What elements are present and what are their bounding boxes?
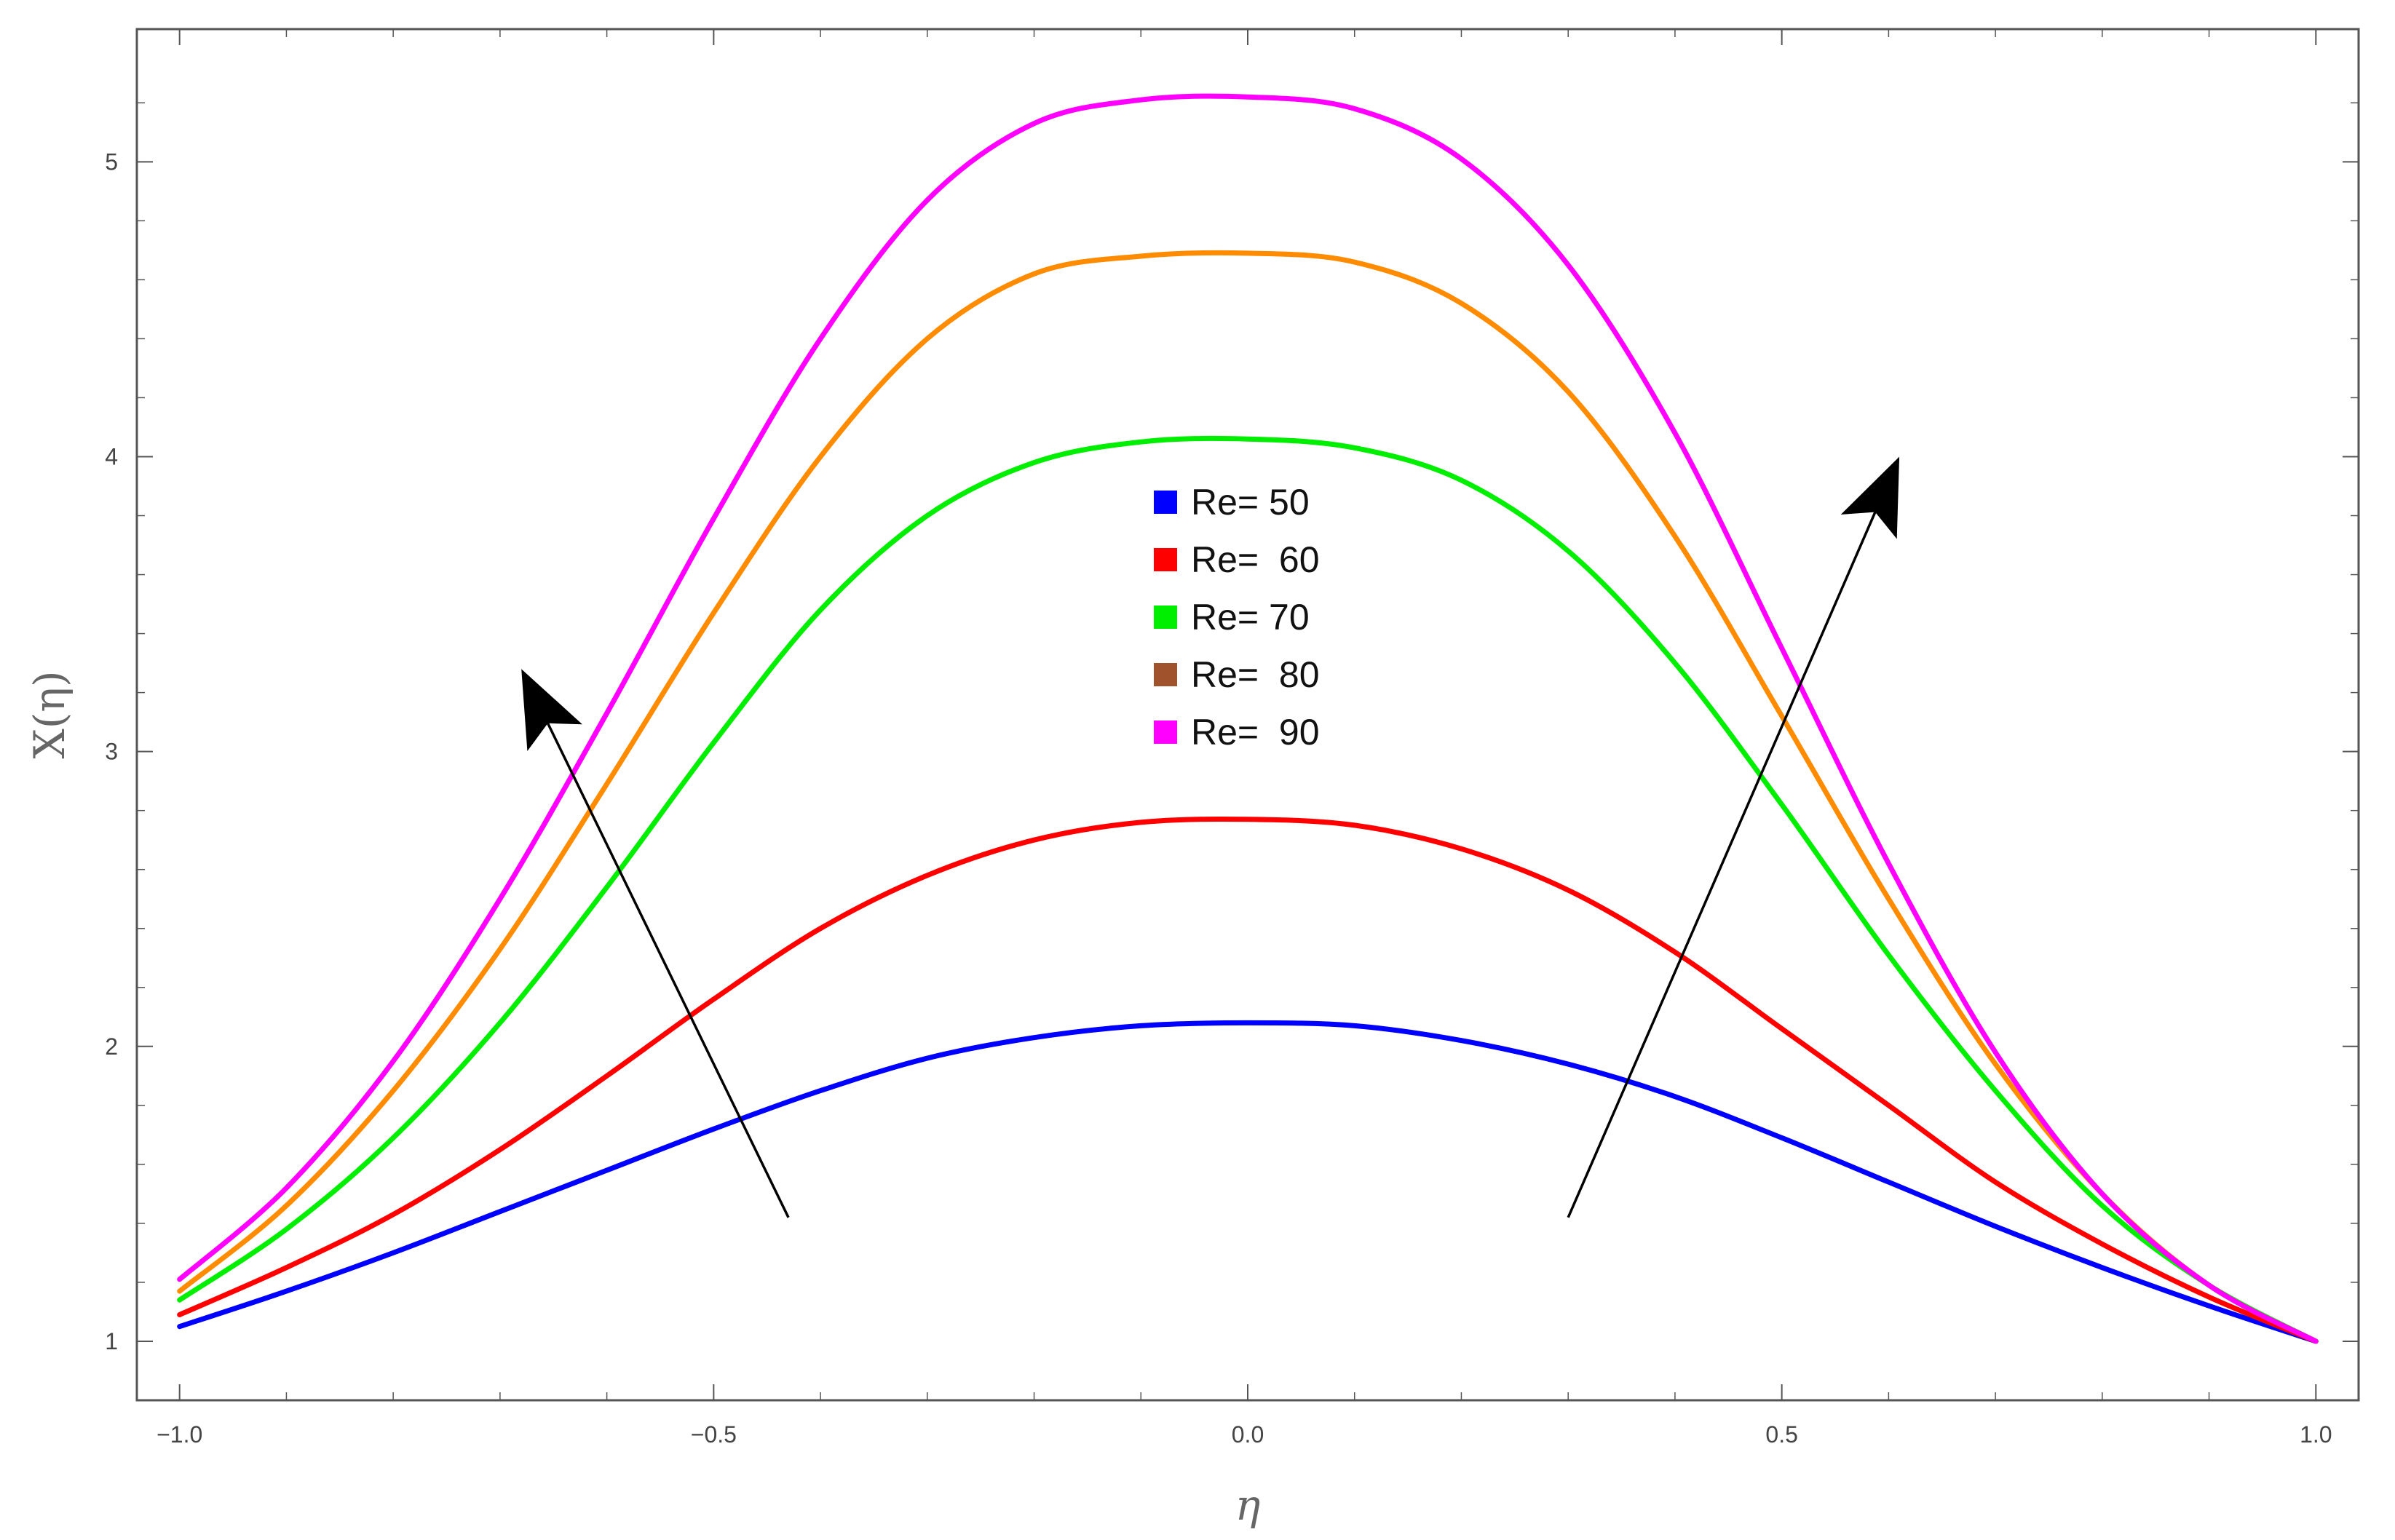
- series-line: [177, 817, 2319, 1344]
- arrow-head: [521, 669, 582, 751]
- arrow-head: [1840, 456, 1900, 539]
- y-tick-label: 3: [105, 739, 118, 765]
- y-tick-label: 2: [105, 1033, 118, 1060]
- y-axis-title: X(η): [25, 670, 74, 758]
- legend-label: Re= 90: [1191, 712, 1320, 753]
- series-lines: [177, 93, 2319, 1344]
- series-line: [177, 435, 2319, 1344]
- legend-swatch: [1152, 547, 1179, 573]
- legend-label: Re= 80: [1191, 654, 1320, 695]
- series-line: [177, 93, 2319, 1344]
- x-tick-label: 1.0: [2300, 1421, 2332, 1448]
- x-tick-label: −0.5: [691, 1421, 737, 1448]
- y-tick-label: 1: [105, 1328, 118, 1354]
- arrow-shaft: [1567, 506, 1879, 1218]
- arrow-shaft: [544, 717, 790, 1218]
- legend-swatch: [1152, 489, 1179, 515]
- x-tick-label: 0.5: [1765, 1421, 1797, 1448]
- y-tick-label: 5: [105, 148, 118, 175]
- y-tick-label: 4: [105, 443, 118, 469]
- series-line: [177, 250, 2319, 1344]
- legend-label: Re= 60: [1191, 539, 1320, 580]
- legend-swatch: [1152, 719, 1179, 745]
- legend-swatch: [1152, 604, 1179, 630]
- trend-arrows: [521, 456, 1900, 1218]
- x-axis-title: η: [1235, 1480, 1261, 1530]
- series-line: [177, 1020, 2319, 1344]
- x-tick-label: 0.0: [1232, 1421, 1264, 1448]
- legend-label: Re= 50: [1191, 482, 1310, 523]
- x-tick-label: −1.0: [157, 1421, 202, 1448]
- legend-label: Re= 70: [1191, 597, 1310, 638]
- axis-ticks: −1.0 −0.5 0.0 0.5 1.0 1 2 3 4 5: [105, 29, 2359, 1448]
- legend-swatch: [1152, 662, 1179, 688]
- legend: Re= 50 Re= 60 Re= 70 Re= 80 Re= 90: [1152, 482, 1320, 753]
